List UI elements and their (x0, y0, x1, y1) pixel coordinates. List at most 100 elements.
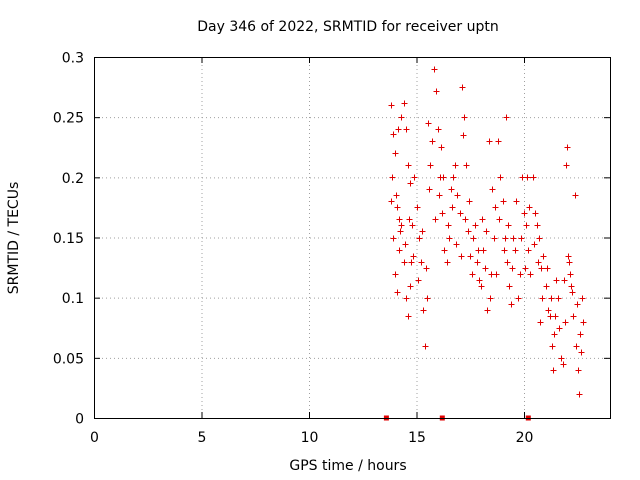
data-point (570, 313, 577, 320)
data-point (432, 216, 439, 223)
data-point (535, 259, 542, 266)
data-point (396, 247, 403, 254)
data-point (457, 210, 464, 217)
data-point (470, 235, 477, 242)
data-point (436, 192, 443, 199)
chart-title: Day 346 of 2022, SRMTID for receiver upt… (197, 19, 499, 35)
data-point (506, 283, 513, 290)
data-point (474, 259, 481, 266)
data-point (388, 102, 395, 109)
y-tick-label: 0.05 (53, 351, 84, 367)
data-point (440, 174, 447, 181)
data-point (551, 331, 558, 338)
data-point (487, 295, 494, 302)
data-point (469, 271, 476, 278)
data-point (505, 222, 512, 229)
data-point (510, 235, 517, 242)
data-point (579, 295, 586, 302)
data-point (556, 325, 563, 332)
data-point (552, 313, 559, 320)
data-point (568, 283, 575, 290)
data-point (521, 210, 528, 217)
y-tick-label: 0.1 (62, 291, 84, 307)
data-point (416, 235, 423, 242)
data-point (569, 289, 576, 296)
y-tick-label: 0.3 (62, 51, 84, 67)
data-point (414, 204, 421, 211)
data-point (423, 265, 430, 272)
data-point (517, 271, 524, 278)
data-point (575, 367, 582, 374)
data-point (491, 235, 498, 242)
data-point (523, 222, 530, 229)
x-axis-ticks: 0 5 10 15 20 (90, 57, 533, 446)
data-point (526, 204, 533, 211)
data-point (525, 247, 532, 254)
x-tick-label: 20 (516, 430, 534, 446)
data-point (501, 247, 508, 254)
data-point (420, 307, 427, 314)
data-point (572, 192, 579, 199)
data-point (497, 174, 504, 181)
data-point (431, 66, 438, 73)
data-point (408, 259, 415, 266)
data-point (389, 174, 396, 181)
data-point (562, 319, 569, 326)
grid-lines (94, 57, 610, 418)
data-point (407, 180, 414, 187)
data-point (500, 198, 507, 205)
data-point (545, 307, 552, 314)
data-point (392, 150, 399, 157)
data-point (407, 283, 414, 290)
x-tick-label: 10 (301, 430, 319, 446)
data-point (462, 216, 469, 223)
data-point (564, 144, 571, 151)
plot-frame (94, 57, 611, 419)
x-tick-label: 0 (90, 430, 99, 446)
data-point (574, 301, 581, 308)
data-point (405, 313, 412, 320)
data-point (472, 222, 479, 229)
data-point (390, 131, 397, 138)
data-point (512, 247, 519, 254)
data-point (567, 271, 574, 278)
data-point (444, 259, 451, 266)
y-axis-ticks: 0 0.05 0.1 0.15 0.2 0.25 0.3 (53, 51, 610, 428)
data-point (476, 277, 483, 284)
data-point (573, 343, 580, 350)
data-point (427, 162, 434, 169)
data-point (403, 126, 410, 133)
data-point (406, 216, 413, 223)
data-point (548, 295, 555, 302)
data-point (446, 235, 453, 242)
data-point (531, 241, 538, 248)
data-point (449, 204, 456, 211)
data-point (403, 295, 410, 302)
data-point (401, 259, 408, 266)
data-point (496, 216, 503, 223)
data-point (419, 228, 426, 235)
data-point (544, 265, 551, 272)
data-point (503, 114, 510, 121)
data-point (488, 271, 495, 278)
y-tick-label: 0.15 (53, 231, 84, 247)
data-point (402, 241, 409, 248)
y-tick-label: 0 (75, 412, 84, 428)
data-point (577, 331, 584, 338)
data-point (515, 295, 522, 302)
data-point (530, 174, 537, 181)
data-point (405, 162, 412, 169)
x-tick-label: 5 (198, 430, 207, 446)
data-point (454, 192, 461, 199)
data-point (395, 126, 402, 133)
data-point (534, 222, 541, 229)
data-point (492, 204, 499, 211)
data-point (438, 144, 445, 151)
data-point (518, 235, 525, 242)
data-point (540, 253, 547, 260)
data-point (553, 277, 560, 284)
data-point (565, 253, 572, 260)
data-point (394, 289, 401, 296)
data-point (478, 283, 485, 290)
